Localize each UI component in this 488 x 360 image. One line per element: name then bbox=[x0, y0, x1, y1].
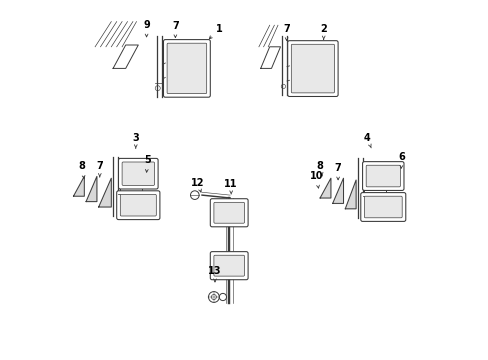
Bar bbox=[120, 160, 142, 216]
Polygon shape bbox=[86, 176, 97, 202]
Text: 9: 9 bbox=[143, 20, 150, 37]
FancyBboxPatch shape bbox=[122, 162, 154, 185]
FancyBboxPatch shape bbox=[210, 252, 247, 280]
Text: 7: 7 bbox=[334, 163, 341, 180]
Bar bbox=[364, 163, 385, 217]
FancyBboxPatch shape bbox=[118, 158, 158, 189]
Text: 4: 4 bbox=[363, 132, 370, 148]
FancyBboxPatch shape bbox=[364, 196, 401, 218]
Text: 5: 5 bbox=[143, 155, 150, 172]
Text: 6: 6 bbox=[398, 152, 405, 168]
Polygon shape bbox=[332, 178, 343, 203]
FancyBboxPatch shape bbox=[366, 165, 400, 187]
FancyBboxPatch shape bbox=[210, 199, 247, 227]
Polygon shape bbox=[99, 178, 111, 207]
Text: 3: 3 bbox=[132, 132, 139, 148]
Text: 10: 10 bbox=[309, 171, 323, 188]
Text: 7: 7 bbox=[172, 21, 179, 37]
Text: 1: 1 bbox=[209, 24, 222, 39]
Text: 8: 8 bbox=[316, 161, 323, 176]
Text: 7: 7 bbox=[283, 24, 289, 40]
Text: 11: 11 bbox=[224, 179, 238, 194]
Text: 8: 8 bbox=[78, 161, 85, 178]
FancyBboxPatch shape bbox=[291, 44, 334, 93]
Text: 13: 13 bbox=[208, 266, 221, 282]
FancyBboxPatch shape bbox=[213, 255, 244, 276]
FancyBboxPatch shape bbox=[360, 193, 405, 221]
FancyBboxPatch shape bbox=[362, 162, 403, 190]
FancyBboxPatch shape bbox=[287, 41, 337, 96]
Text: 12: 12 bbox=[190, 178, 204, 192]
FancyBboxPatch shape bbox=[120, 194, 156, 216]
FancyBboxPatch shape bbox=[213, 202, 244, 223]
Polygon shape bbox=[320, 178, 330, 198]
FancyBboxPatch shape bbox=[163, 40, 210, 97]
FancyBboxPatch shape bbox=[167, 43, 206, 94]
Text: 7: 7 bbox=[96, 161, 103, 177]
Text: 2: 2 bbox=[320, 24, 326, 39]
Polygon shape bbox=[73, 176, 84, 196]
Polygon shape bbox=[345, 180, 355, 209]
FancyBboxPatch shape bbox=[117, 191, 160, 220]
